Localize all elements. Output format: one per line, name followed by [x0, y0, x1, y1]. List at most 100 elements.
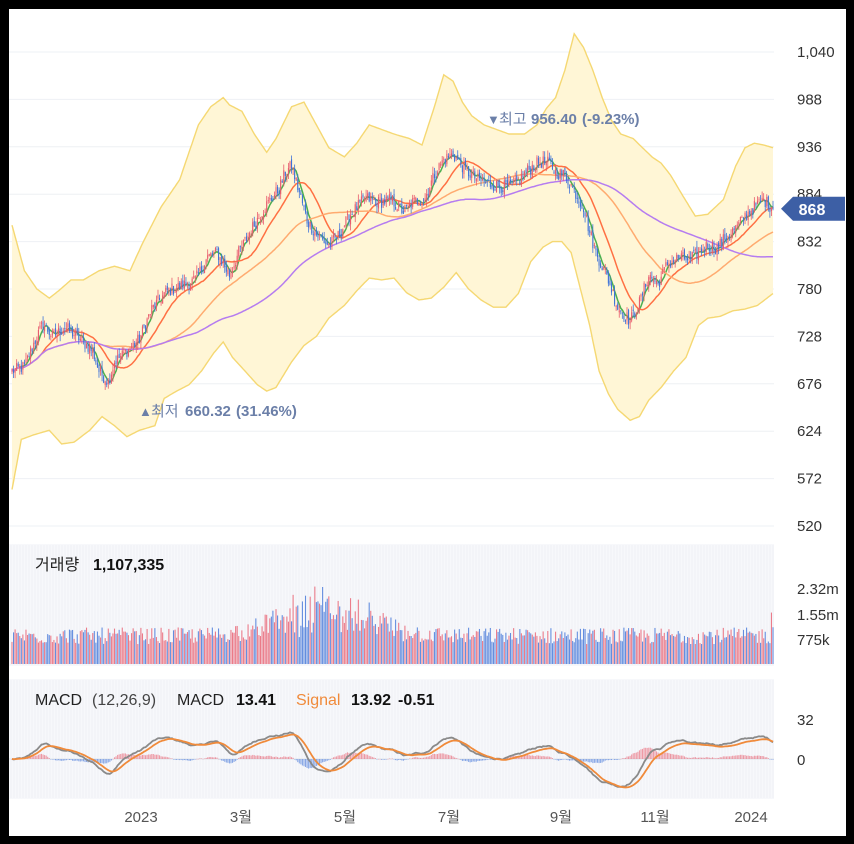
candle[interactable] — [176, 284, 178, 298]
candle[interactable] — [301, 194, 303, 206]
candle[interactable] — [755, 202, 757, 209]
candle[interactable] — [287, 162, 289, 180]
candle[interactable] — [452, 148, 454, 158]
candle[interactable] — [14, 368, 16, 379]
candle[interactable] — [511, 179, 513, 186]
candle[interactable] — [179, 281, 181, 290]
candle[interactable] — [447, 153, 449, 160]
candle[interactable] — [750, 208, 752, 220]
candle[interactable] — [601, 265, 603, 271]
candle[interactable] — [351, 210, 353, 215]
candle[interactable] — [56, 329, 58, 343]
candle[interactable] — [603, 265, 605, 271]
candle[interactable] — [436, 170, 439, 179]
candle[interactable] — [440, 161, 442, 168]
candle[interactable] — [455, 155, 457, 162]
candle[interactable] — [110, 371, 112, 384]
candle[interactable] — [140, 334, 142, 349]
candle[interactable] — [690, 251, 692, 264]
candle[interactable] — [478, 169, 481, 181]
candle[interactable] — [676, 252, 678, 262]
candle[interactable] — [461, 164, 463, 179]
candle[interactable] — [677, 254, 679, 262]
candle[interactable] — [536, 155, 538, 173]
candle[interactable] — [567, 175, 569, 189]
candle[interactable] — [273, 191, 276, 200]
candle[interactable] — [509, 176, 512, 185]
candles[interactable] — [11, 148, 774, 390]
candle[interactable] — [409, 199, 411, 209]
candle[interactable] — [120, 352, 122, 364]
candle[interactable] — [528, 159, 530, 170]
candle[interactable] — [96, 357, 98, 369]
candle[interactable] — [95, 357, 97, 365]
candle[interactable] — [138, 331, 140, 344]
candle[interactable] — [508, 174, 510, 188]
candle[interactable] — [300, 190, 302, 195]
candle[interactable] — [770, 208, 772, 216]
candle[interactable] — [315, 227, 317, 237]
candle[interactable] — [211, 250, 213, 258]
candle[interactable] — [581, 200, 583, 210]
candle[interactable] — [429, 186, 431, 197]
candle[interactable] — [739, 216, 741, 225]
candle[interactable] — [25, 352, 27, 365]
candle[interactable] — [551, 158, 554, 171]
candle[interactable] — [213, 250, 215, 258]
candle[interactable] — [306, 211, 308, 228]
candle[interactable] — [687, 254, 689, 265]
candle[interactable] — [103, 374, 105, 384]
candle[interactable] — [314, 225, 316, 242]
candle[interactable] — [502, 188, 504, 195]
candle[interactable] — [20, 359, 22, 375]
candle[interactable] — [196, 265, 198, 278]
candle[interactable] — [441, 155, 443, 167]
candle[interactable] — [655, 274, 658, 288]
candle[interactable] — [466, 163, 468, 171]
candle[interactable] — [701, 244, 703, 257]
candle[interactable] — [388, 188, 390, 206]
candle[interactable] — [151, 299, 153, 319]
candle[interactable] — [11, 368, 13, 375]
candle[interactable] — [336, 236, 338, 245]
candle[interactable] — [134, 341, 136, 348]
candle[interactable] — [54, 323, 57, 338]
candle[interactable] — [710, 245, 712, 257]
candle[interactable] — [104, 380, 106, 390]
candle[interactable] — [145, 325, 147, 335]
candle[interactable] — [477, 169, 479, 182]
candle[interactable] — [741, 215, 743, 219]
candle[interactable] — [270, 194, 272, 202]
candle[interactable] — [542, 151, 544, 170]
candle[interactable] — [596, 248, 599, 262]
candle[interactable] — [520, 169, 522, 187]
candle[interactable] — [457, 150, 459, 160]
candle[interactable] — [576, 192, 578, 204]
candle[interactable] — [396, 208, 398, 212]
candle[interactable] — [76, 323, 78, 336]
candle[interactable] — [614, 285, 616, 307]
candle[interactable] — [458, 157, 460, 160]
candle[interactable] — [337, 230, 339, 241]
candle[interactable] — [438, 162, 440, 174]
candle[interactable] — [289, 160, 291, 172]
candle[interactable] — [362, 193, 364, 200]
candle[interactable] — [618, 304, 620, 318]
candle[interactable] — [742, 216, 745, 226]
candle[interactable] — [654, 275, 656, 285]
candle[interactable] — [390, 191, 392, 205]
candle[interactable] — [464, 157, 467, 170]
candle[interactable] — [412, 194, 414, 210]
candle[interactable] — [332, 229, 335, 243]
candle[interactable] — [26, 354, 29, 362]
candle[interactable] — [298, 187, 300, 199]
candle[interactable] — [683, 248, 686, 261]
candle[interactable] — [267, 196, 269, 204]
candle[interactable] — [252, 218, 254, 237]
candle[interactable] — [680, 250, 682, 262]
candle[interactable] — [610, 280, 613, 296]
candle[interactable] — [483, 172, 485, 187]
candle[interactable] — [50, 334, 52, 341]
candle[interactable] — [756, 196, 759, 205]
candle[interactable] — [224, 254, 226, 273]
